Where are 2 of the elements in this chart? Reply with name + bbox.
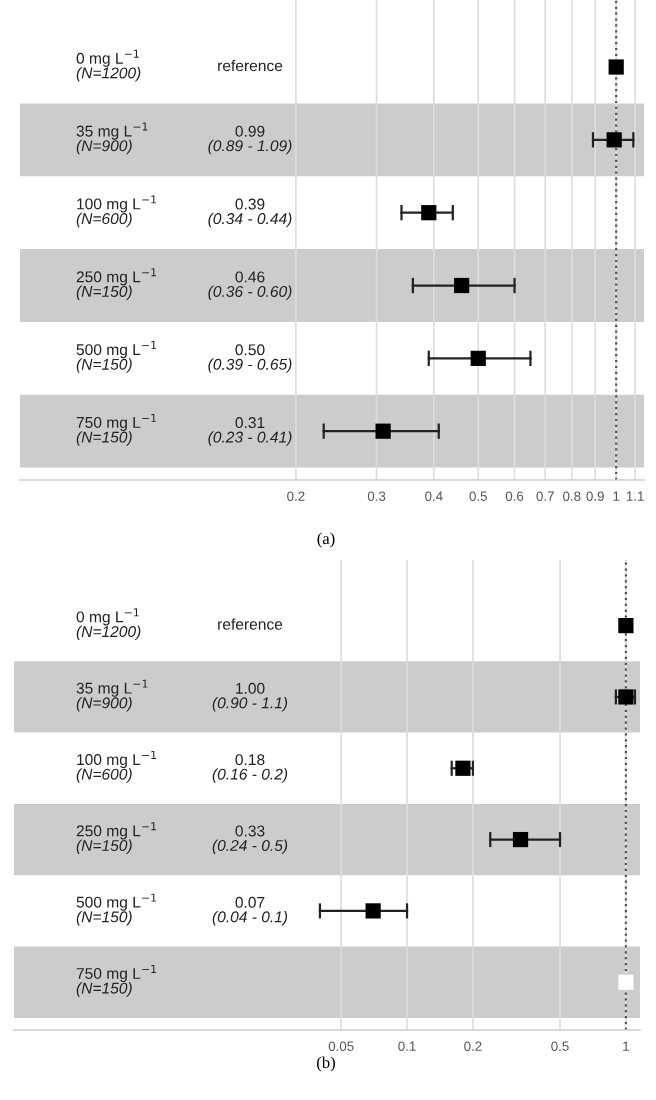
text: (b) <box>317 1056 335 1072</box>
text: (a) <box>317 532 335 548</box>
